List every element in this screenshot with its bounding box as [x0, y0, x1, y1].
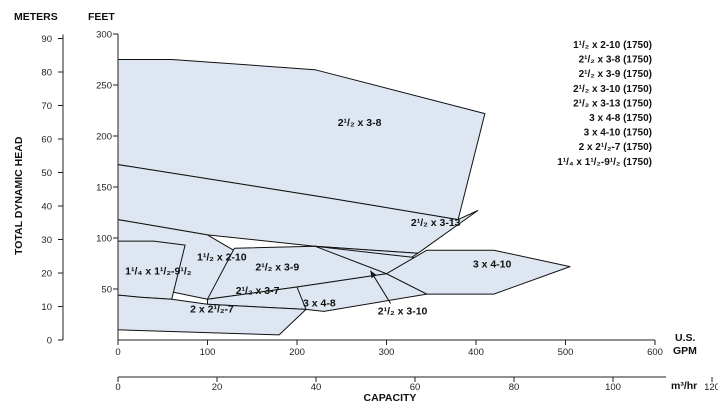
zone-label-1: 2¹/₂ x 3-8	[338, 117, 382, 129]
zone-10	[117, 294, 307, 336]
zone-label-5: 2¹/₂ x 3-9	[255, 262, 299, 274]
x-m3hr-tick-label-20: 20	[212, 382, 223, 393]
zone-label-8: 3 x 4-8	[303, 297, 336, 309]
y-right-tick-label-50: 50	[101, 285, 112, 296]
y-right-axis-label: FEET	[88, 11, 115, 23]
x-gpm-tick-label-500: 500	[558, 347, 574, 358]
zone-label-9: 3 x 4-10	[473, 259, 512, 271]
y-left-tick-label-80: 80	[41, 68, 52, 79]
x-gpm-tick-label-400: 400	[468, 347, 484, 358]
zone-label-4: 1¹/₄ x 1¹/₂-9¹/₂	[125, 266, 192, 278]
zone-label-2: 2¹/₂ x 3-13	[411, 217, 461, 229]
y-left-tick-label-10: 10	[41, 302, 52, 313]
legend-entry-7: 3 x 4-10 (1750)	[584, 128, 652, 139]
y-right-tick-label-150: 150	[96, 183, 112, 194]
annotation-label: 2¹/₂ x 3-10	[378, 306, 428, 318]
zone-label-6: 2¹/₂ x 3-7	[236, 285, 280, 297]
legend-entry-1: 1¹/₂ x 2-10 (1750)	[573, 40, 652, 51]
legend: 1¹/₂ x 2-10 (1750) 2¹/₂ x 3-8 (1750) 2¹/₂ …	[557, 40, 652, 168]
x-m3hr-tick-label-40: 40	[311, 382, 322, 393]
y-left-tick-label-70: 70	[41, 101, 52, 112]
legend-entry-5: 2¹/₂ x 3-13 (1750)	[573, 98, 652, 109]
x-m3hr-tick-label-120: 120	[704, 382, 718, 393]
zone-9	[386, 249, 571, 295]
y-left-tick-label-20: 20	[41, 269, 52, 280]
y-axis-title: TOTAL DYNAMIC HEAD	[13, 136, 25, 255]
x-m3hr-tick-label-60: 60	[410, 382, 421, 393]
legend-entry-2: 2¹/₂ x 3-8 (1750)	[579, 55, 652, 66]
x-gpm-tick-label-0: 0	[115, 347, 120, 358]
x-gpm-tick-label-100: 100	[200, 347, 216, 358]
x-gpm-tick-label-600: 600	[647, 347, 663, 358]
y-left-tick-label-90: 90	[41, 34, 52, 45]
x-gpm-unit-us: U.S.	[675, 332, 696, 344]
zone-label-10: 2 x 2¹/₂-7	[190, 304, 234, 316]
zone-labels: 2¹/₂ x 3-8 2¹/₂ x 3-13 1¹/₂ x 2-10 1¹/₄ x 1…	[125, 117, 511, 318]
y-right-tick-label-200: 200	[96, 132, 112, 143]
curve-zones	[117, 59, 571, 336]
legend-entry-3: 2¹/₂ x 3-9 (1750)	[579, 69, 652, 80]
legend-entry-4: 2¹/₂ x 3-10 (1750)	[573, 84, 652, 95]
y-right-tick-label-300: 300	[96, 30, 112, 41]
x-gpm-unit-gpm: GPM	[673, 345, 697, 357]
x-m3hr-tick-label-0: 0	[115, 382, 120, 393]
x-gpm-tick-label-300: 300	[379, 347, 395, 358]
y-left-tick-label-0: 0	[47, 336, 52, 347]
y-right-tick-label-100: 100	[96, 234, 112, 245]
x-m3hr-tick-label-100: 100	[605, 382, 621, 393]
x-m3hr-tick-label-80: 80	[509, 382, 520, 393]
y-right-tick-label-250: 250	[96, 81, 112, 92]
y-left-tick-label-30: 30	[41, 235, 52, 246]
y-left-axis-label: METERS	[14, 11, 58, 23]
legend-entry-9: 1¹/₄ x 1¹/₂-9¹/₂ (1750)	[557, 157, 652, 168]
y-left-tick-label-40: 40	[41, 202, 52, 213]
legend-entry-6: 3 x 4-8 (1750)	[589, 113, 652, 124]
zone-label-3: 1¹/₂ x 2-10	[197, 251, 247, 263]
legend-entry-8: 2 x 2¹/₂-7 (1750)	[579, 142, 652, 153]
x-m3hr-unit: m³/hr	[671, 380, 697, 392]
annotation-arrow-head	[370, 270, 377, 279]
y-left-tick-label-60: 60	[41, 135, 52, 146]
y-left-tick-label-50: 50	[41, 168, 52, 179]
x-axis-title: CAPACITY	[364, 392, 417, 404]
x-gpm-tick-label-200: 200	[289, 347, 305, 358]
